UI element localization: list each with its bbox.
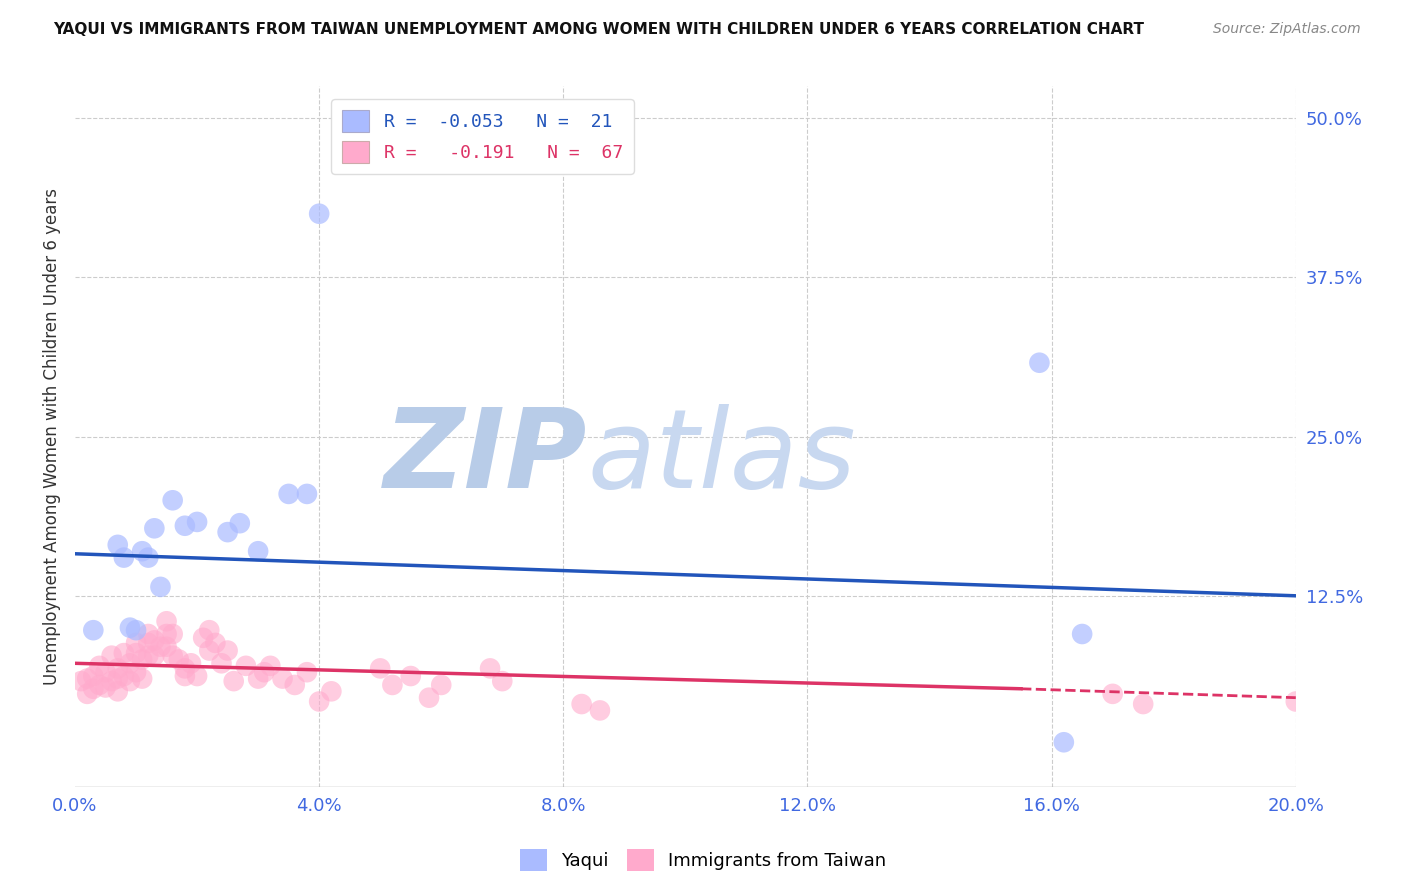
Point xyxy=(82,669,104,683)
Text: ZIP: ZIP xyxy=(384,404,588,511)
Point xyxy=(204,636,226,650)
Point xyxy=(125,646,148,660)
Point xyxy=(94,665,117,680)
Point xyxy=(1132,697,1154,711)
Point xyxy=(162,493,184,508)
Point xyxy=(173,518,195,533)
Point xyxy=(1028,356,1050,370)
Point xyxy=(229,516,252,531)
Point xyxy=(118,674,141,689)
Point xyxy=(589,703,612,717)
Point xyxy=(162,627,184,641)
Point xyxy=(136,648,159,663)
Point xyxy=(125,623,148,637)
Point xyxy=(136,627,159,641)
Point xyxy=(107,661,129,675)
Point xyxy=(277,487,299,501)
Point xyxy=(368,661,391,675)
Point xyxy=(107,538,129,552)
Point xyxy=(571,697,593,711)
Point xyxy=(131,672,153,686)
Point xyxy=(1053,735,1076,749)
Point xyxy=(82,681,104,696)
Point xyxy=(112,646,135,660)
Point xyxy=(162,648,184,663)
Point xyxy=(186,669,208,683)
Point xyxy=(143,521,166,535)
Point xyxy=(155,614,177,628)
Point xyxy=(118,657,141,671)
Point xyxy=(430,678,453,692)
Point xyxy=(136,636,159,650)
Point xyxy=(235,658,257,673)
Point xyxy=(308,694,330,708)
Point xyxy=(308,207,330,221)
Point xyxy=(217,643,239,657)
Point xyxy=(295,487,318,501)
Point xyxy=(131,544,153,558)
Point xyxy=(247,544,270,558)
Text: atlas: atlas xyxy=(588,404,856,511)
Point xyxy=(253,665,276,680)
Point xyxy=(217,525,239,540)
Point xyxy=(155,640,177,654)
Point xyxy=(491,674,513,689)
Legend: R =  -0.053   N =  21, R =   -0.191   N =  67: R = -0.053 N = 21, R = -0.191 N = 67 xyxy=(332,99,634,174)
Point xyxy=(82,623,104,637)
Point xyxy=(381,678,404,692)
Point xyxy=(193,631,215,645)
Point xyxy=(89,678,111,692)
Point xyxy=(247,672,270,686)
Legend: Yaqui, Immigrants from Taiwan: Yaqui, Immigrants from Taiwan xyxy=(512,842,894,879)
Point xyxy=(143,648,166,663)
Point xyxy=(180,657,202,671)
Point xyxy=(149,640,172,654)
Point xyxy=(211,657,233,671)
Point xyxy=(112,550,135,565)
Point xyxy=(125,636,148,650)
Point xyxy=(100,674,122,689)
Point xyxy=(70,674,93,689)
Point xyxy=(259,658,281,673)
Point xyxy=(76,687,98,701)
Y-axis label: Unemployment Among Women with Children Under 6 years: Unemployment Among Women with Children U… xyxy=(44,188,60,685)
Text: YAQUI VS IMMIGRANTS FROM TAIWAN UNEMPLOYMENT AMONG WOMEN WITH CHILDREN UNDER 6 Y: YAQUI VS IMMIGRANTS FROM TAIWAN UNEMPLOY… xyxy=(53,22,1144,37)
Point xyxy=(173,669,195,683)
Point xyxy=(118,621,141,635)
Point xyxy=(107,684,129,698)
Point xyxy=(94,681,117,695)
Point xyxy=(1285,694,1308,708)
Point xyxy=(1101,687,1123,701)
Point xyxy=(89,658,111,673)
Point xyxy=(186,515,208,529)
Point xyxy=(131,652,153,666)
Point xyxy=(149,580,172,594)
Point xyxy=(100,648,122,663)
Point xyxy=(418,690,440,705)
Point xyxy=(271,672,294,686)
Point xyxy=(222,674,245,689)
Point xyxy=(399,669,422,683)
Point xyxy=(167,652,190,666)
Point xyxy=(143,633,166,648)
Point xyxy=(295,665,318,680)
Point xyxy=(198,643,221,657)
Point xyxy=(107,672,129,686)
Point xyxy=(155,627,177,641)
Point xyxy=(125,665,148,680)
Point xyxy=(112,669,135,683)
Point xyxy=(136,550,159,565)
Point xyxy=(173,661,195,675)
Point xyxy=(284,678,307,692)
Point xyxy=(198,623,221,637)
Point xyxy=(1071,627,1094,641)
Point xyxy=(479,661,502,675)
Point xyxy=(76,672,98,686)
Point xyxy=(321,684,343,698)
Text: Source: ZipAtlas.com: Source: ZipAtlas.com xyxy=(1213,22,1361,37)
